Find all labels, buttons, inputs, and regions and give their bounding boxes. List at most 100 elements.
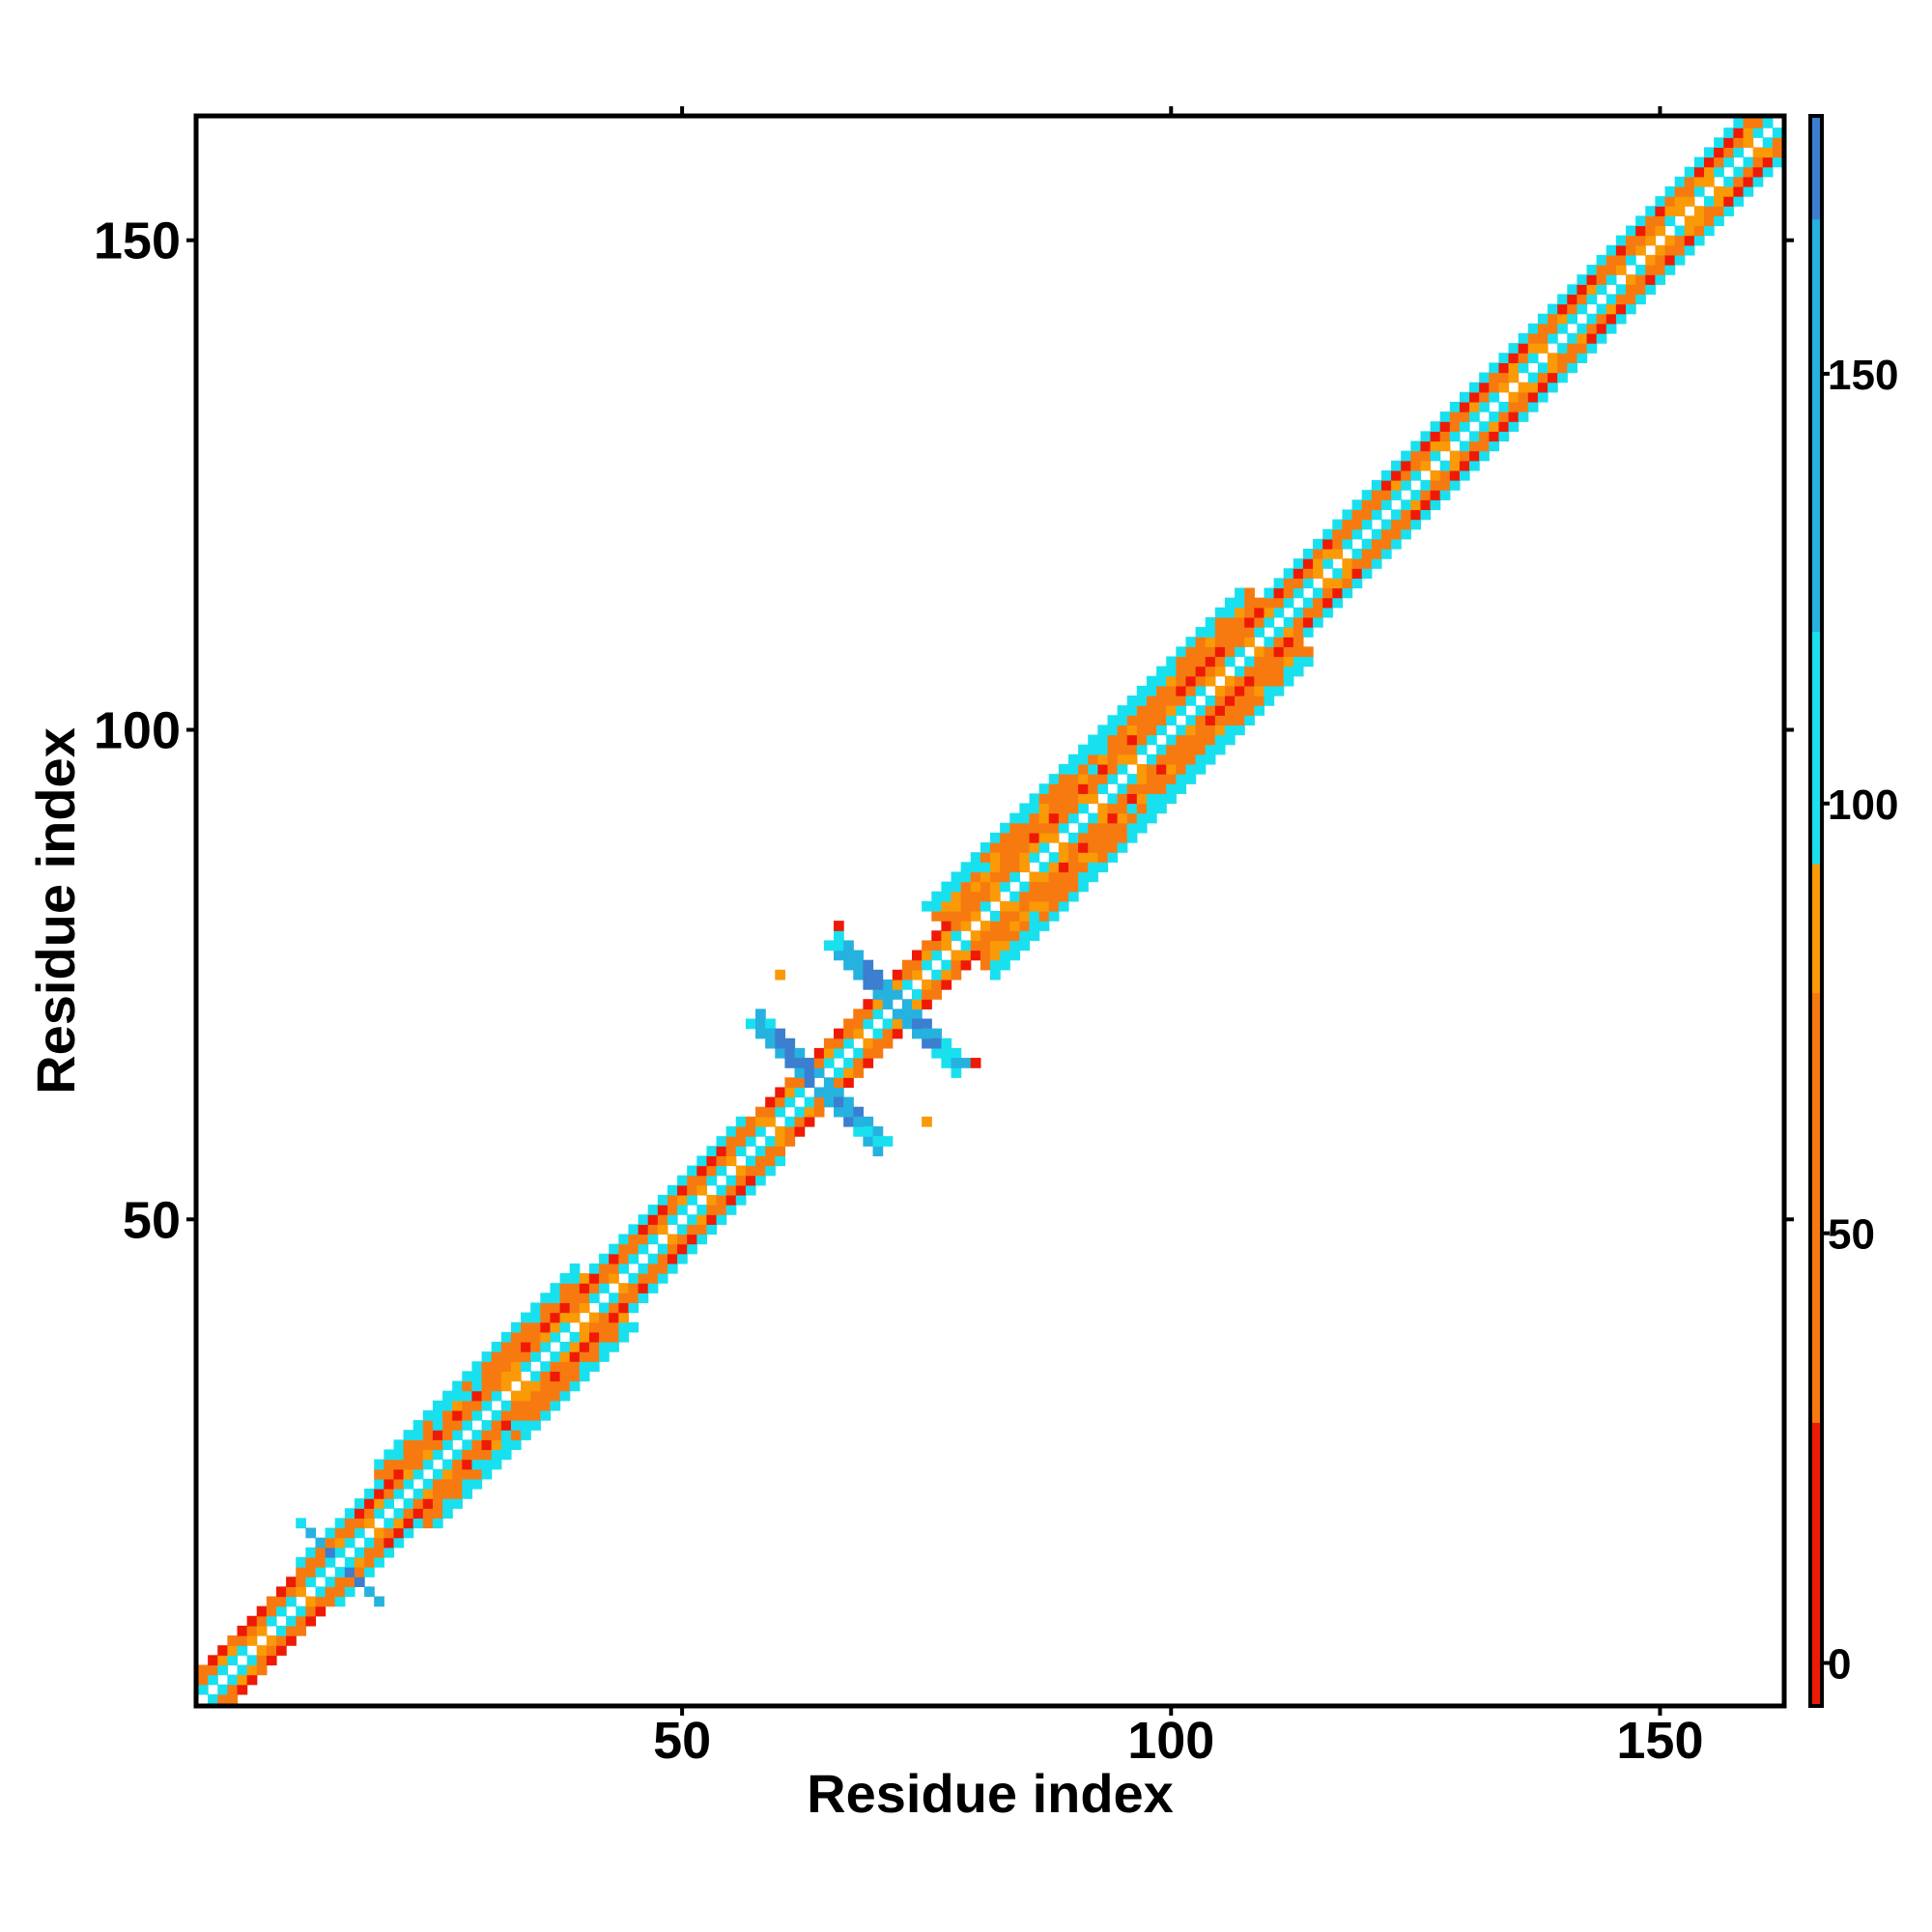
heatmap-cell [1224,685,1236,696]
heatmap-cell [315,1596,327,1607]
heatmap-cell [510,1420,522,1431]
heatmap-cell [990,940,1001,952]
heatmap-cell [1097,832,1109,843]
heatmap-cell [609,1273,619,1284]
heatmap-cell [618,1263,630,1274]
heatmap-cell [1645,206,1656,216]
heatmap-cell [765,1106,776,1118]
heatmap-cell [1019,940,1031,952]
heatmap-cell [1772,147,1783,158]
heatmap-cell [1000,950,1010,961]
heatmap-cell [1733,147,1745,158]
heatmap-cell [1567,343,1577,354]
heatmap-cell [1254,666,1265,677]
heatmap-cell [530,1351,541,1362]
heatmap-cell [1361,519,1373,530]
heatmap-cell [853,1009,864,1020]
heatmap-cell [609,1263,619,1274]
colorbar-segment [1810,218,1822,633]
heatmap-cell [1302,616,1314,628]
heatmap-cell [393,1537,405,1548]
heatmap-cell [863,979,874,990]
heatmap-cell [1185,734,1197,746]
heatmap-cell [481,1468,493,1480]
heatmap-cell [1635,265,1646,275]
heatmap-cell [1029,871,1040,883]
heatmap-cell [1146,705,1157,716]
heatmap-cell [1214,715,1226,726]
heatmap-cell [1156,774,1167,784]
heatmap-cell [1322,548,1333,559]
heatmap-cell [775,1136,785,1147]
heatmap-cell [1038,832,1050,843]
heatmap-cell [1733,128,1745,138]
heatmap-cell [1459,469,1470,481]
heatmap-cell [960,921,972,931]
heatmap-cell [1117,822,1128,834]
heatmap-cell [1058,822,1069,834]
heatmap-cell [1176,774,1187,784]
heatmap-cell [912,999,923,1009]
heatmap-cell [735,1136,747,1147]
heatmap-cell [941,940,952,952]
colorbar-tick-label: 50 [1828,1211,1875,1259]
heatmap-cell [481,1371,493,1382]
heatmap-cell [530,1341,541,1352]
heatmap-cell [569,1293,581,1304]
heatmap-cell [1498,412,1510,422]
heatmap-cell [1205,656,1216,668]
heatmap-cell [1430,490,1441,500]
heatmap-cell [1126,705,1138,716]
heatmap-cell [1567,332,1577,344]
heatmap-cell [1156,724,1167,736]
heatmap-cell [931,989,942,1000]
heatmap-cell [716,1205,727,1215]
heatmap-cell [922,1037,932,1049]
heatmap-cell [1459,440,1470,452]
heatmap-cell [843,1037,854,1049]
heatmap-cell [579,1293,590,1304]
heatmap-cell [1645,235,1656,246]
heatmap-cell [687,1214,697,1225]
heatmap-cell [266,1655,277,1666]
heatmap-cell [990,832,1001,843]
heatmap-cell [1195,753,1207,765]
heatmap-cell [1586,284,1598,296]
heatmap-cell [462,1489,473,1499]
heatmap-cell [794,1087,806,1098]
heatmap-cell [882,1037,894,1049]
heatmap-cell [970,871,981,883]
heatmap-cell [1029,793,1040,805]
heatmap-cell [1136,803,1148,814]
heatmap-cell [1401,509,1411,521]
heatmap-cell [1048,891,1060,902]
heatmap-cell [364,1537,375,1548]
heatmap-cell [1391,538,1402,550]
heatmap-cell [296,1567,306,1577]
heatmap-cell [1067,881,1079,893]
heatmap-cell [1557,372,1568,384]
heatmap-cell [550,1293,561,1304]
heatmap-cell [1430,440,1441,452]
heatmap-cell [256,1664,268,1676]
heatmap-cell [1048,871,1060,883]
heatmap-cell [1058,891,1069,902]
heatmap-cell [657,1253,668,1264]
y-tick-label: 150 [94,213,181,270]
heatmap-cell [1283,656,1294,668]
heatmap-cell [657,1243,668,1255]
heatmap-cell [1117,734,1128,746]
heatmap-cell [1264,666,1275,677]
heatmap-cell [588,1321,600,1333]
heatmap-cell [559,1351,571,1362]
heatmap-cell [1205,646,1216,658]
heatmap-cell [696,1175,708,1186]
heatmap-cell [1126,822,1138,834]
heatmap-cell [775,969,785,980]
heatmap-cell [510,1341,522,1352]
heatmap-cell [922,979,932,990]
heatmap-cell [1214,627,1226,638]
heatmap-cell [384,1527,395,1539]
heatmap-cell [275,1586,287,1598]
heatmap-cell [1410,499,1422,511]
